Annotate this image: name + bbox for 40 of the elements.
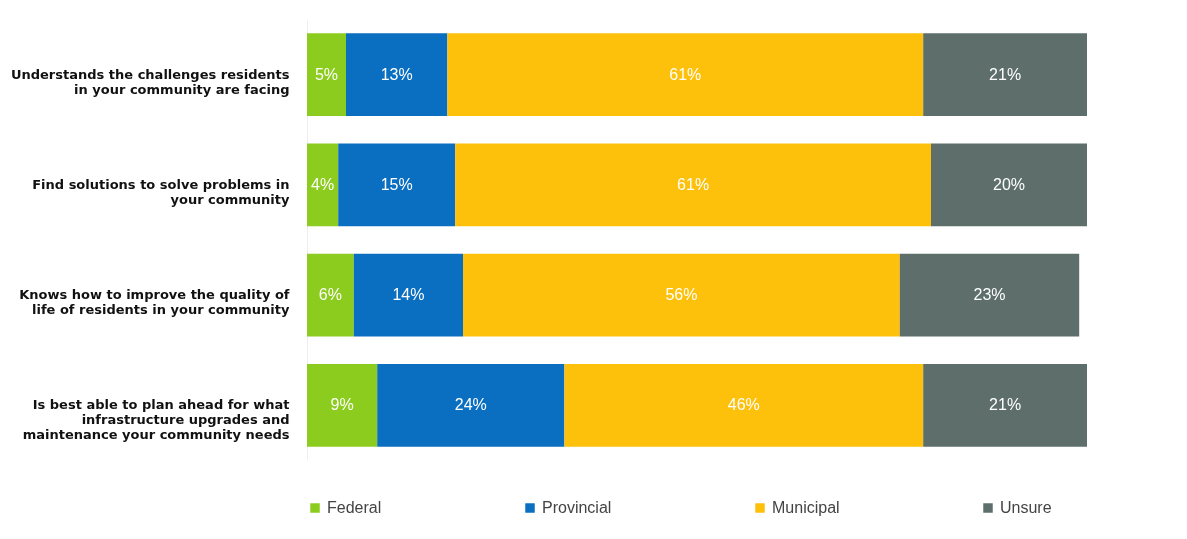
bar: [353, 253, 463, 337]
bar: [923, 364, 1087, 447]
data-label: 9%: [330, 396, 354, 414]
bar: [307, 143, 339, 227]
y-tick-label: Is best able to plan ahead for what infrastructure upgrades and maintenance your community needs: [22, 397, 290, 443]
bar: [455, 143, 931, 227]
data-label: 21%: [989, 65, 1022, 83]
legend-label: Unsure: [1000, 499, 1052, 516]
legend-label: Municipal: [772, 499, 840, 516]
data-label: 14%: [392, 286, 425, 304]
bar: [338, 143, 456, 227]
data-label: 46%: [727, 396, 760, 414]
data-label: 56%: [665, 286, 698, 304]
bar: [377, 364, 565, 447]
legend-label: Federal: [327, 499, 382, 516]
data-label: 61%: [669, 65, 702, 83]
bar: [899, 253, 1080, 337]
data-label: 6%: [318, 286, 342, 304]
bar: [346, 33, 448, 116]
y-tick-label: Find solutions to solve problems in your community: [32, 176, 291, 207]
data-label: 23%: [973, 286, 1006, 304]
bar: [931, 143, 1087, 227]
y-tick-label: Knows how to improve the quality of life of residents in your community: [19, 287, 291, 318]
data-label: 24%: [454, 396, 487, 414]
bar: [307, 33, 346, 116]
data-label: 4%: [311, 175, 335, 193]
bar: [307, 364, 378, 447]
bar: [463, 253, 900, 337]
data-label: 20%: [992, 175, 1026, 193]
data-label: 13%: [380, 65, 413, 83]
bar: [923, 33, 1087, 116]
bar: [447, 33, 924, 116]
bar: [307, 253, 354, 337]
y-tick-label: Understands the challenges residents in your community are facing: [10, 66, 290, 97]
legend-label: Provincial: [542, 499, 612, 516]
data-label: 21%: [989, 396, 1022, 414]
data-label: 61%: [677, 175, 710, 193]
data-label: 15%: [380, 175, 413, 193]
bar: [564, 364, 924, 447]
data-label: 5%: [314, 65, 339, 83]
